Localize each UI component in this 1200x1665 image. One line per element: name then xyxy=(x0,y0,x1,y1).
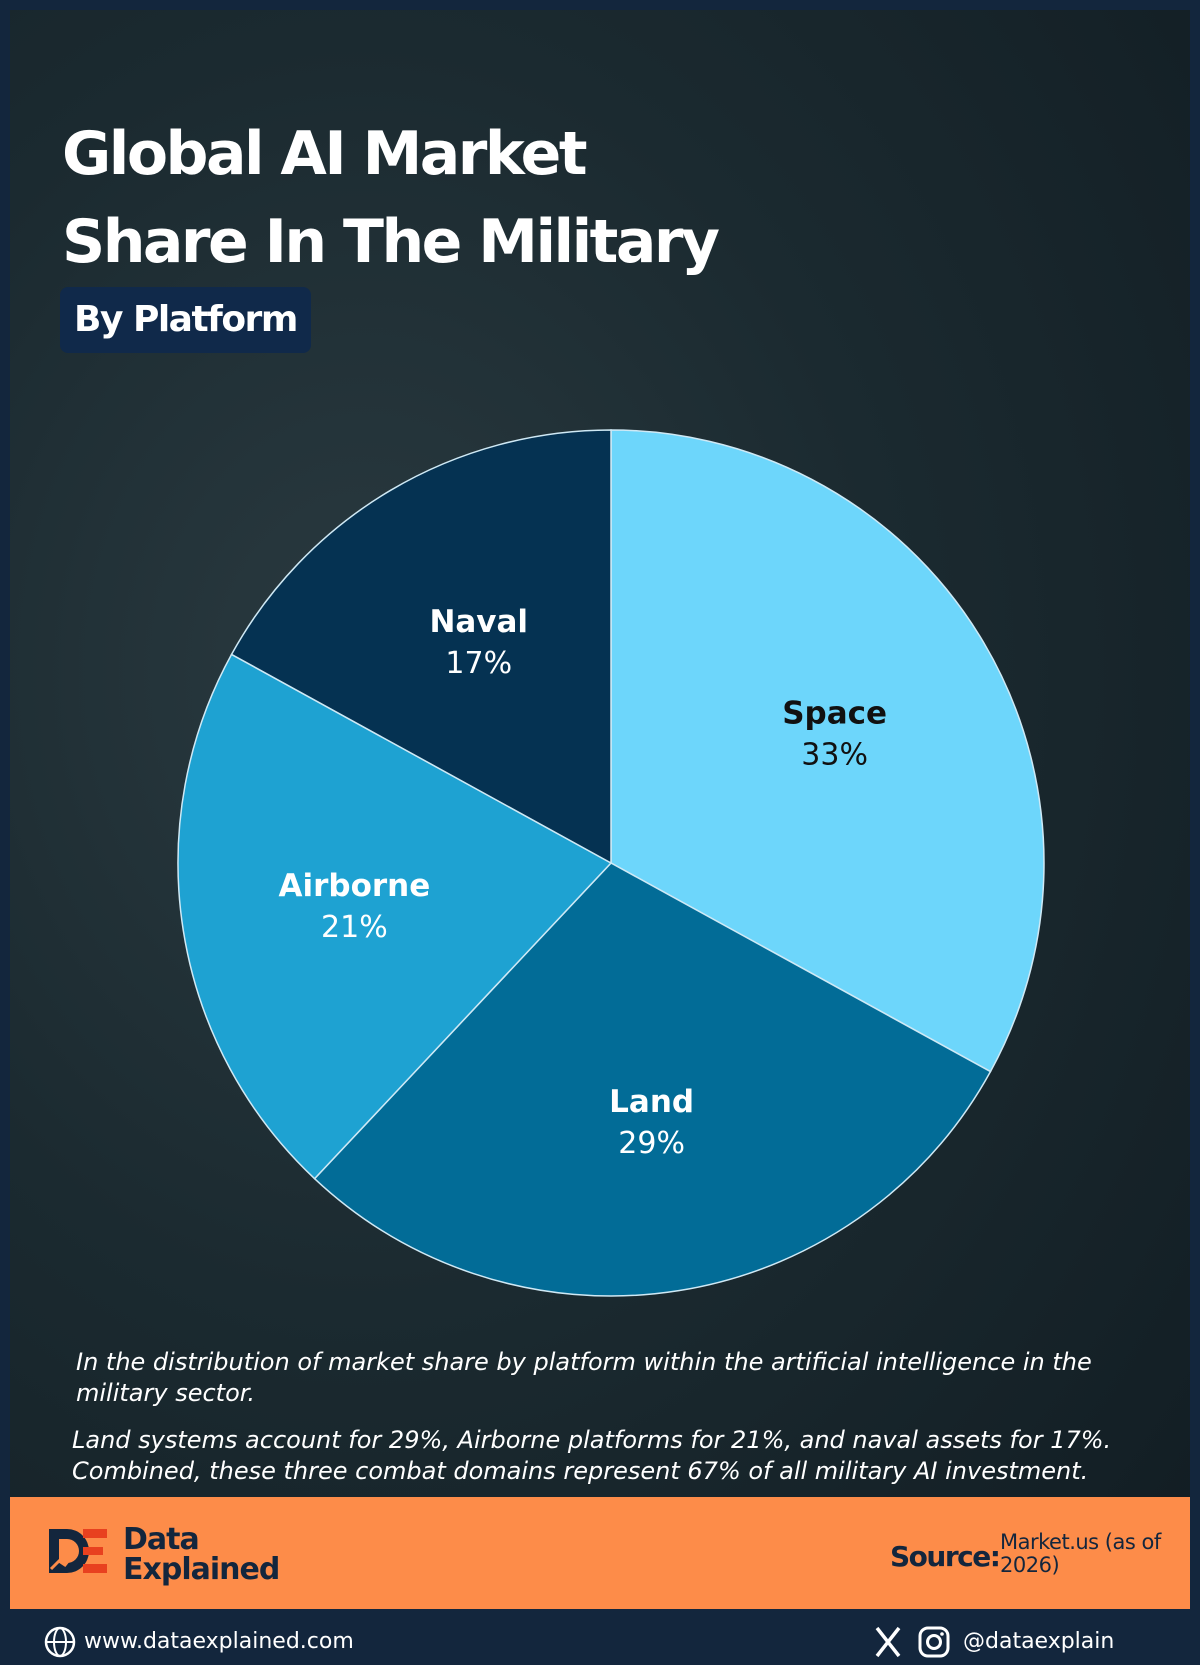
bottom-bar: www.dataexplained.com @dataexplain xyxy=(10,1609,1190,1665)
slice-value-label: 21% xyxy=(321,910,388,945)
slice-label: Space xyxy=(782,695,887,731)
pie-slice xyxy=(313,862,992,1297)
note: Land systems account for 29%, Airborne p… xyxy=(72,1426,1112,1485)
footer: Data Explained Source: Market.us (as of … xyxy=(10,1497,1190,1609)
pie-slice xyxy=(230,429,612,865)
slice-label: Land xyxy=(609,1084,694,1120)
note: In the distribution of market share by p… xyxy=(76,1348,1092,1407)
slice-value-label: 29% xyxy=(618,1126,685,1161)
chart-title: Global AI Market Share In The Military xyxy=(62,119,720,277)
slice-value-label: 33% xyxy=(801,737,868,772)
source: Market.us (as of 2026) xyxy=(1000,1530,1161,1577)
slice-label: Naval xyxy=(429,604,528,640)
pie-chart: Space 33% Land 29% Airborne 21% Naval 17% xyxy=(177,429,1045,1297)
chart-subtitle: By Platform xyxy=(60,287,311,353)
brand: Data xyxy=(123,1522,200,1557)
social-icons xyxy=(875,1626,950,1658)
source-label: Source: xyxy=(890,1540,1001,1573)
globe-icon xyxy=(44,1626,76,1658)
pie-slice xyxy=(610,429,1045,1073)
logo-icon xyxy=(49,1529,107,1573)
slice-value-label: 17% xyxy=(445,646,512,681)
website: www.dataexplained.com xyxy=(84,1629,354,1654)
slice-label: Airborne xyxy=(279,868,431,904)
pie-slice xyxy=(177,653,613,1180)
brand: Explained xyxy=(123,1552,280,1587)
handle: @dataexplain xyxy=(963,1629,1115,1654)
